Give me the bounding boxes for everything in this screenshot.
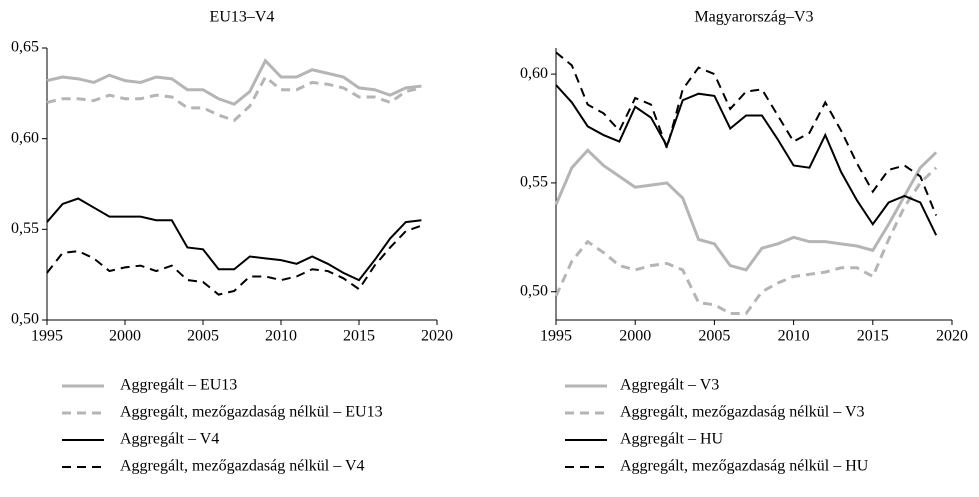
series-line: [554, 166, 938, 315]
x-tick-label: 2015: [343, 328, 375, 345]
legend-label: Aggregált – V4: [120, 431, 219, 448]
chart-title: EU13–V4: [210, 9, 275, 26]
x-tick-label: 1995: [540, 328, 572, 345]
series-line: [46, 74, 422, 123]
series-line: [46, 224, 422, 296]
legend-label: Aggregált, mezőgazdaság nélkül – V3: [620, 404, 865, 421]
y-tick-label: 0,50: [520, 282, 548, 299]
x-tick-label: 2010: [265, 328, 297, 345]
y-tick-label: 0,50: [11, 311, 39, 328]
legend-label: Aggregált, mezőgazdaság nélkül – V4: [120, 458, 365, 475]
x-tick-label: 2020: [936, 328, 968, 345]
series-line: [555, 51, 938, 216]
legend-label: Aggregált, mezőgazdaság nélkül – HU: [620, 458, 869, 475]
legend-label: Aggregált – EU13: [120, 377, 237, 394]
y-tick-label: 0,55: [520, 174, 548, 191]
legend-label: Aggregált – V3: [620, 377, 719, 394]
x-tick-label: 2000: [109, 328, 141, 345]
x-tick-label: 2005: [187, 328, 219, 345]
series-line: [46, 197, 422, 282]
legend-label: Aggregált, mezőgazdaság nélkül – EU13: [120, 404, 383, 421]
y-tick-label: 0,60: [11, 129, 39, 146]
x-tick-label: 2005: [698, 328, 730, 345]
chart-title: Magyarország–V3: [694, 9, 813, 26]
y-tick-label: 0,60: [520, 65, 548, 82]
x-tick-label: 2020: [421, 328, 453, 345]
x-tick-label: 2015: [857, 328, 889, 345]
series-line: [46, 58, 422, 106]
x-tick-label: 2010: [778, 328, 810, 345]
series-line: [555, 84, 938, 236]
y-tick-label: 0,55: [11, 220, 39, 237]
series-line: [554, 148, 938, 272]
x-tick-label: 1995: [31, 328, 63, 345]
legend-label: Aggregált – HU: [620, 431, 724, 448]
x-tick-label: 2000: [619, 328, 651, 345]
y-tick-label: 0,65: [11, 39, 39, 56]
